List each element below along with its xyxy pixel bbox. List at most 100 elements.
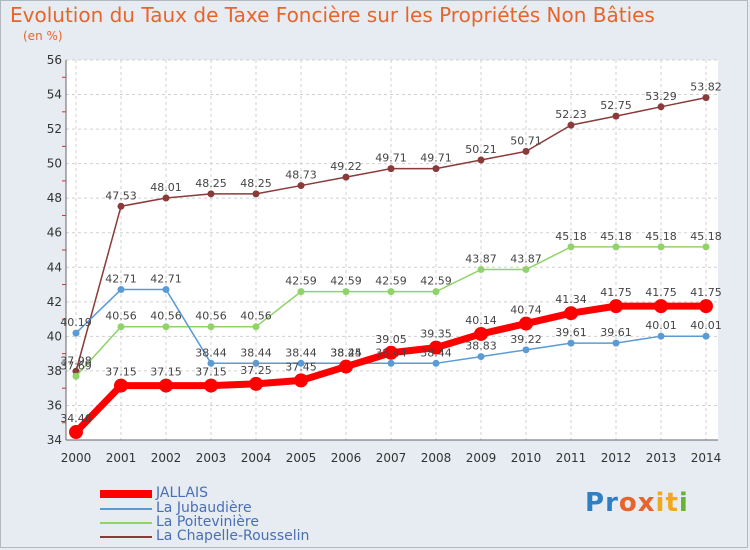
data-point-la-poiteviniere	[702, 243, 710, 251]
data-point-la-jubaudiere	[432, 359, 440, 367]
data-point-la-poiteviniere	[117, 323, 125, 331]
data-labels: 37.98 47.53 48.01 48.25 48.25 48.73 49.22 49.71…	[60, 81, 722, 425]
data-point-jallais	[384, 345, 398, 360]
data-label-jallais: 41.34	[555, 293, 587, 306]
data-point-la-chapelle-rousselin	[522, 147, 530, 155]
data-label-la-poiteviniere: 43.87	[465, 253, 497, 266]
data-label-la-jubaudiere: 39.61	[600, 326, 632, 339]
data-label-la-jubaudiere: 39.22	[510, 333, 542, 346]
data-label-la-poiteviniere: 45.18	[600, 230, 632, 243]
data-label-jallais: 37.15	[150, 366, 182, 379]
data-point-la-jubaudiere	[477, 353, 485, 361]
data-point-jallais	[474, 326, 488, 341]
data-point-la-jubaudiere	[702, 332, 710, 340]
data-point-la-jubaudiere	[297, 359, 305, 367]
data-point-jallais	[249, 376, 263, 391]
plot-area	[66, 60, 718, 440]
chart-title: Evolution du Taux de Taxe Foncière sur l…	[10, 3, 655, 27]
data-label-la-chapelle-rousselin: 47.53	[105, 189, 137, 202]
axes: 34 36 38 40 42 44 46 48 50 52 54 56 2000 2001 2002 2003…	[47, 53, 722, 465]
data-label-la-jubaudiere: 39.61	[555, 326, 587, 339]
data-label-la-jubaudiere: 38.83	[465, 340, 497, 353]
legend-swatch-la-jubaudiere	[100, 507, 152, 510]
legend-swatch-jallais	[100, 489, 152, 498]
data-label-la-poiteviniere: 40.56	[150, 310, 182, 323]
data-label-la-chapelle-rousselin: 49.22	[330, 160, 362, 173]
y-tick-label: 40	[47, 329, 62, 343]
data-label-la-chapelle-rousselin: 49.71	[420, 152, 452, 165]
y-tick-label: 38	[47, 364, 62, 378]
data-label-la-chapelle-rousselin: 53.29	[645, 90, 677, 103]
legend-item-la-jubaudiere: La Jubaudière	[100, 501, 252, 516]
data-point-la-chapelle-rousselin	[612, 112, 620, 120]
data-label-la-chapelle-rousselin: 48.25	[195, 177, 227, 190]
data-label-jallais: 40.14	[465, 314, 497, 327]
data-point-la-poiteviniere	[477, 266, 485, 274]
data-point-la-chapelle-rousselin	[162, 194, 170, 202]
x-tick-label: 2005	[286, 451, 317, 465]
data-point-la-poiteviniere	[432, 288, 440, 296]
data-point-la-chapelle-rousselin	[297, 182, 305, 190]
data-point-jallais	[339, 359, 353, 374]
data-label-jallais: 40.74	[510, 304, 542, 317]
data-label-la-poiteviniere: 42.59	[420, 275, 452, 288]
data-label-la-chapelle-rousselin: 53.82	[690, 81, 722, 94]
data-label-la-jubaudiere: 40.01	[645, 319, 677, 332]
data-point-la-poiteviniere	[162, 323, 170, 331]
x-tick-label: 2008	[421, 451, 452, 465]
data-label-jallais: 34.46	[60, 412, 92, 425]
data-point-la-poiteviniere	[72, 372, 80, 380]
logo-letter: P	[585, 488, 606, 518]
data-label-la-jubaudiere: 42.71	[150, 273, 182, 286]
x-tick-label: 2011	[556, 451, 587, 465]
grid	[66, 59, 718, 441]
data-point-la-chapelle-rousselin	[567, 121, 575, 129]
legend-item-la-poiteviniere: La Poitevinière	[100, 515, 259, 530]
data-point-la-chapelle-rousselin	[117, 202, 125, 210]
y-tick-label: 52	[47, 122, 62, 136]
data-point-la-poiteviniere	[207, 323, 215, 331]
x-tick-label: 2004	[241, 451, 272, 465]
y-tick-label: 36	[47, 398, 62, 412]
y-tick-label: 44	[47, 260, 62, 274]
data-point-la-jubaudiere	[522, 346, 530, 354]
data-label-jallais: 41.75	[645, 286, 677, 299]
logo-letter: i	[655, 488, 666, 518]
data-point-jallais	[69, 425, 83, 440]
data-label-la-poiteviniere: 40.56	[195, 310, 227, 323]
data-point-la-poiteviniere	[252, 323, 260, 331]
x-tick-label: 2009	[466, 451, 497, 465]
logo-letter: r	[605, 488, 619, 518]
data-label-la-jubaudiere: 38.44	[285, 346, 317, 359]
logo-letter: x	[637, 488, 656, 518]
data-label-la-poiteviniere: 45.18	[645, 230, 677, 243]
legend-label-la-chapelle-rousselin: La Chapelle-Rousselin	[156, 528, 310, 544]
data-point-la-chapelle-rousselin	[432, 165, 440, 173]
data-point-la-jubaudiere	[162, 286, 170, 294]
legend-swatch-la-chapelle-rousselin	[100, 535, 152, 538]
x-tick-label: 2012	[601, 451, 632, 465]
data-label-jallais: 38.25	[330, 347, 362, 360]
data-point-la-jubaudiere	[612, 339, 620, 347]
data-label-la-poiteviniere: 43.87	[510, 253, 542, 266]
data-label-la-poiteviniere: 42.59	[285, 275, 317, 288]
data-label-la-jubaudiere: 38.44	[375, 346, 407, 359]
data-label-jallais: 37.45	[285, 360, 317, 373]
data-point-la-chapelle-rousselin	[252, 190, 260, 198]
x-tick-label: 2010	[511, 451, 542, 465]
data-point-la-chapelle-rousselin	[387, 165, 395, 173]
proxiti-logo: Proxiti	[585, 488, 689, 518]
data-label-la-chapelle-rousselin: 48.25	[240, 177, 272, 190]
data-label-la-jubaudiere: 38.44	[420, 346, 452, 359]
legend-label-la-poiteviniere: La Poitevinière	[156, 514, 259, 530]
data-point-la-jubaudiere	[387, 359, 395, 367]
x-tick-label: 2003	[196, 451, 227, 465]
data-point-jallais	[204, 378, 218, 393]
data-label-la-poiteviniere: 42.59	[330, 275, 362, 288]
logo-letter: o	[618, 488, 638, 518]
data-point-la-chapelle-rousselin	[702, 94, 710, 102]
data-point-la-jubaudiere	[207, 359, 215, 367]
data-label-la-poiteviniere: 40.56	[240, 310, 272, 323]
data-point-jallais	[159, 378, 173, 393]
